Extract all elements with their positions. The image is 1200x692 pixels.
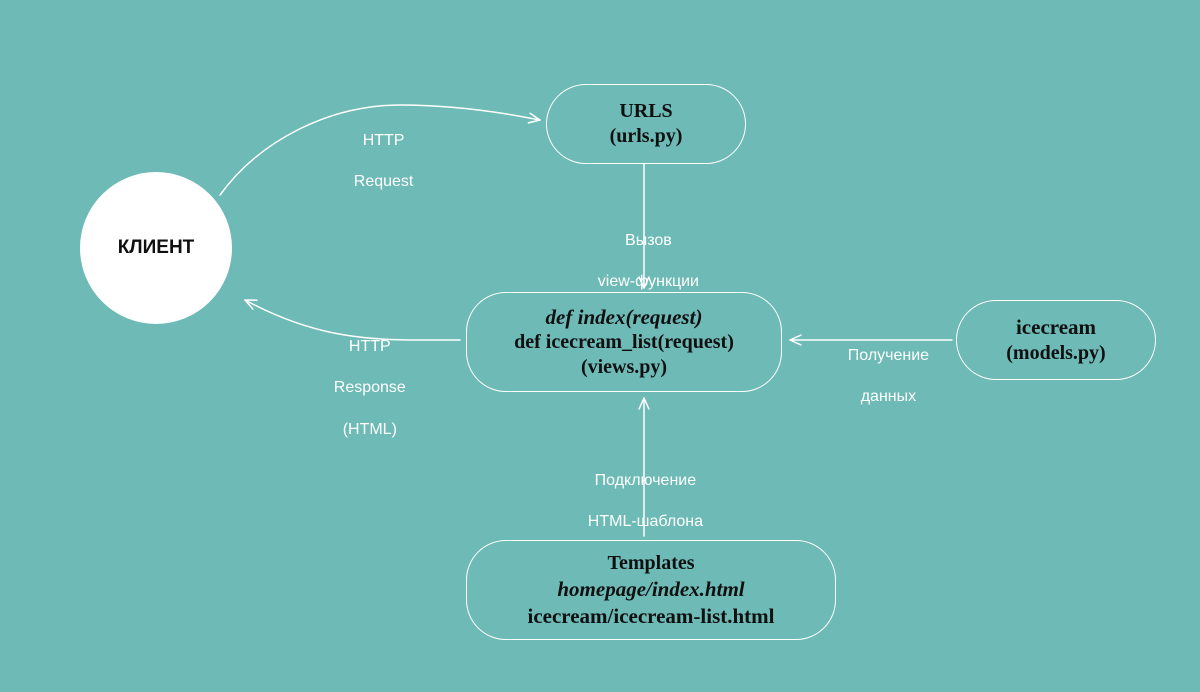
- edge-label-line: HTTP: [349, 338, 391, 355]
- node-text-line: homepage/index.html: [557, 576, 744, 602]
- node-text-line: icecream/icecream-list.html: [527, 603, 774, 629]
- edge-label-request: HTTP Request: [336, 110, 413, 214]
- node-client: КЛИЕНТ: [80, 172, 232, 324]
- node-text-line: icecream: [1016, 314, 1096, 340]
- node-text-line: (views.py): [581, 355, 667, 380]
- edge-label-line: (HTML): [343, 421, 397, 438]
- edge-label-line: HTTP: [363, 132, 405, 149]
- edge-label-call-view: Вызов view-функции: [580, 210, 699, 314]
- edge-label-line: Получение: [848, 347, 929, 364]
- edge-label-line: Вызов: [625, 232, 672, 249]
- node-text-line: (urls.py): [610, 124, 683, 149]
- node-templates: Templateshomepage/index.htmlicecream/ice…: [466, 540, 836, 640]
- edge-label-template: Подключение HTML-шаблона: [570, 450, 703, 554]
- edge-label-response: HTTP Response (HTML): [316, 316, 406, 462]
- node-text-line: URLS: [619, 99, 672, 124]
- node-urls: URLS(urls.py): [546, 84, 746, 164]
- edge-label-line: view-функции: [598, 273, 699, 290]
- node-text-line: (models.py): [1006, 341, 1105, 366]
- diagram-canvas: КЛИЕНТ URLS(urls.py) def index(request)d…: [0, 0, 1200, 692]
- node-text-line: Templates: [607, 551, 694, 576]
- edge-label-line: данных: [861, 388, 916, 405]
- node-models: icecream(models.py): [956, 300, 1156, 380]
- edge-label-line: HTML-шаблона: [588, 513, 703, 530]
- node-text-line: def icecream_list(request): [514, 330, 734, 355]
- edge-label-line: Response: [334, 379, 406, 396]
- node-text-line: КЛИЕНТ: [118, 236, 195, 260]
- edge-label-line: Подключение: [595, 472, 696, 489]
- edge-label-line: Request: [354, 173, 414, 190]
- edge-label-get-data: Получение данных: [830, 325, 929, 429]
